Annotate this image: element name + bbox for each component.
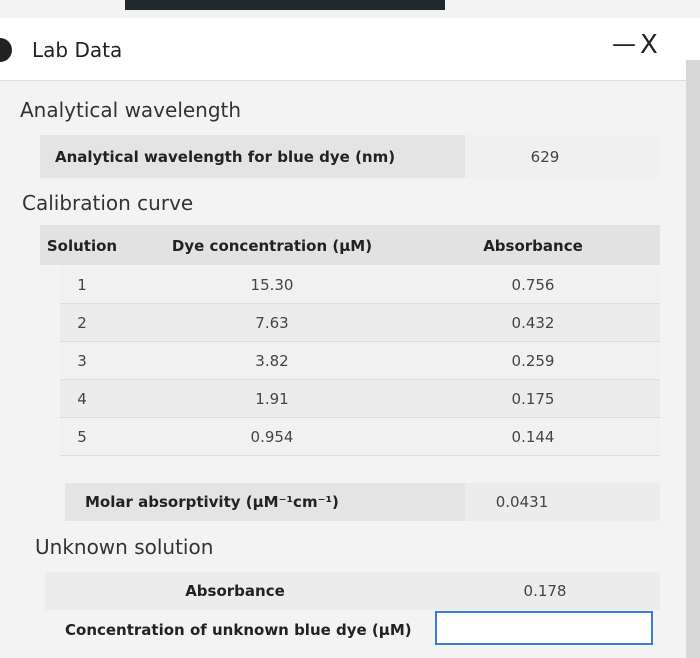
section-heading: Calibration curve [22, 191, 194, 215]
table-cell: 3.82 [255, 352, 289, 370]
field-value: 629 [530, 148, 560, 166]
row [45, 572, 660, 610]
top-bar [125, 0, 445, 10]
table-cell: 0.432 [511, 314, 555, 332]
background-edge [686, 60, 700, 658]
concentration-input[interactable] [435, 611, 653, 645]
table-cell: 15.30 [250, 276, 294, 294]
table-cell: 1 [77, 276, 87, 294]
window-title: Lab Data [32, 38, 123, 62]
close-button[interactable]: X [640, 30, 658, 60]
label-cell [65, 483, 465, 521]
table-row [60, 304, 660, 342]
table-row [60, 380, 660, 418]
header-row [40, 225, 660, 265]
section-heading: Analytical wavelength [20, 98, 242, 122]
column-header: Solution [46, 237, 118, 255]
field-label: Concentration of unknown blue dye (μM) [65, 621, 412, 639]
table-cell: 4 [77, 390, 87, 408]
value-cell [465, 135, 660, 178]
window-icon [0, 38, 12, 62]
table-cell: 0.954 [250, 428, 294, 446]
table-cell: 1.91 [255, 390, 289, 408]
table-cell: 3 [77, 352, 87, 370]
table-cell: 0.259 [511, 352, 555, 370]
column-header: Dye concentration (μM) [171, 237, 373, 255]
table-row [60, 266, 660, 304]
title-bar [0, 18, 700, 81]
field-value: 0.178 [523, 582, 567, 600]
field-label: Molar absorptivity (μM⁻¹cm⁻¹) [85, 493, 339, 511]
table-row [60, 418, 660, 456]
section-heading: Unknown solution [35, 535, 214, 559]
value-cell [465, 483, 660, 521]
table-cell: 7.63 [255, 314, 289, 332]
table-row [60, 342, 660, 380]
table-cell: 5 [77, 428, 87, 446]
label-cell [40, 135, 465, 178]
table-cell: 0.144 [511, 428, 555, 446]
minimize-button[interactable]: — [612, 30, 636, 58]
field-label: Absorbance [185, 582, 285, 600]
column-header: Absorbance [483, 237, 583, 255]
table-cell: 2 [77, 314, 87, 332]
table-cell: 0.175 [511, 390, 555, 408]
field-label: Analytical wavelength for blue dye (nm) [55, 148, 396, 166]
table-cell: 0.756 [511, 276, 555, 294]
field-value: 0.0431 [495, 493, 549, 511]
